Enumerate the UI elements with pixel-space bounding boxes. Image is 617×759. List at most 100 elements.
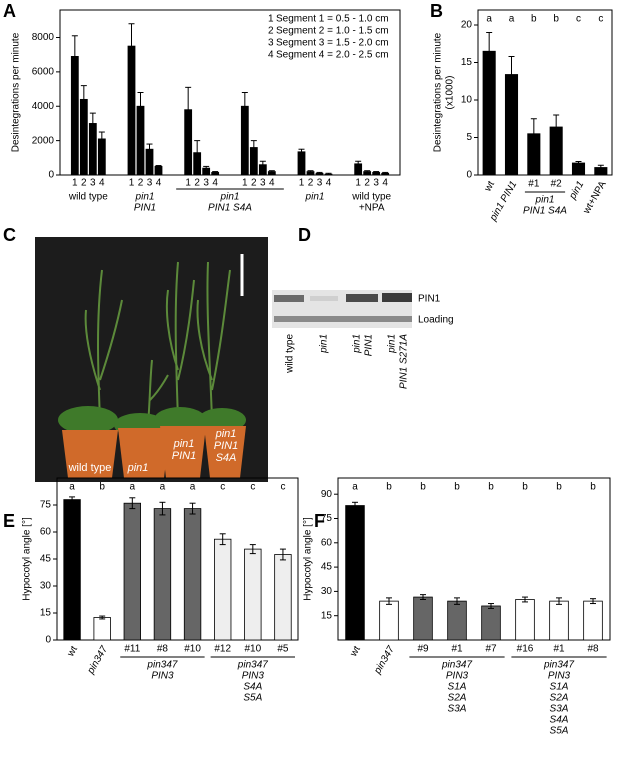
band-label: PIN1: [418, 294, 441, 305]
y-tick-label: 0: [466, 170, 472, 181]
plant-label: pin1: [215, 428, 237, 440]
x-tick-label: #9: [417, 644, 429, 655]
error-bar: [98, 131, 105, 147]
y-tick-label: 6000: [32, 67, 55, 78]
bar: [63, 499, 81, 641]
y-tick-label: 20: [461, 20, 473, 31]
x-tick-label: 3: [90, 178, 96, 189]
panel-letter: D: [298, 225, 311, 245]
panel-letter: F: [314, 511, 325, 531]
plot-frame: [56, 477, 299, 641]
group-label: pin1: [305, 192, 325, 203]
group-label: S1A: [550, 682, 569, 693]
x-tick-label: #2: [551, 179, 563, 190]
y-tick-label: 45: [40, 554, 52, 565]
bar: [379, 600, 399, 641]
error-bar: [522, 596, 528, 603]
group-label: S4A: [243, 682, 262, 693]
x-tick-label: 2: [194, 178, 200, 189]
plant-label: PIN1: [214, 440, 238, 452]
bar: [214, 538, 232, 641]
significance-letter: b: [420, 482, 426, 493]
error-bar: [488, 603, 494, 609]
error-bar: [159, 501, 166, 516]
group-label: pin347: [441, 660, 472, 671]
x-tick-label: 4: [382, 178, 388, 189]
group-label: pin347: [146, 660, 177, 671]
error-bar: [364, 170, 371, 173]
plot-frame: [59, 9, 401, 176]
x-tick-label: 3: [203, 178, 209, 189]
legend-label: 4: [268, 50, 274, 61]
y-tick-label: 15: [461, 57, 473, 68]
x-tick-label: #12: [214, 644, 231, 655]
significance-letter: b: [522, 482, 528, 493]
error-bar: [298, 148, 305, 155]
panel-letter: C: [3, 225, 16, 245]
bar: [244, 548, 262, 641]
x-tick-label: 1: [185, 178, 191, 189]
y-axis-label: (x1000): [445, 76, 456, 110]
legend-entry: Segment 2 = 1.0 - 1.5 cm: [276, 26, 389, 37]
x-tick-label: wt: [348, 644, 363, 659]
significance-letter: c: [598, 14, 603, 25]
significance-letter: c: [280, 482, 285, 493]
error-bar: [486, 32, 493, 71]
significance-letter: a: [486, 14, 492, 25]
x-tick-label: 3: [373, 178, 379, 189]
group-label: S2A: [448, 693, 467, 704]
significance-letter: a: [352, 482, 358, 493]
bar: [447, 600, 467, 641]
y-axis-label: Hypocotyl angle [°]: [303, 517, 314, 601]
x-tick-label: #1: [451, 644, 463, 655]
panel-letter: B: [430, 1, 443, 21]
y-tick-label: 0: [45, 635, 51, 646]
band: [274, 316, 412, 322]
y-axis-label: Desintegrations per minute: [433, 32, 444, 152]
significance-letter: c: [220, 482, 225, 493]
plant-photo: wild type pin1 pin1 PIN1 pin1 PIN1 S4A: [35, 237, 268, 482]
legend-entry: Segment 3 = 1.5 - 2.0 cm: [276, 38, 389, 49]
plant-label: wild type: [68, 462, 112, 474]
error-bar: [590, 598, 596, 605]
x-tick-label: 3: [147, 178, 153, 189]
error-bar: [508, 56, 515, 93]
y-tick-label: 75: [40, 500, 52, 511]
band-label: Loading: [418, 315, 454, 326]
group-label: pin347: [543, 660, 574, 671]
significance-letter: a: [69, 482, 75, 493]
x-tick-label: 4: [212, 178, 218, 189]
error-bar: [325, 172, 332, 176]
bar: [515, 599, 535, 641]
significance-letter: b: [454, 482, 460, 493]
error-bar: [268, 170, 275, 173]
band: [274, 295, 304, 302]
significance-letter: a: [190, 482, 196, 493]
lane-label: pin1: [352, 334, 363, 354]
error-bar: [382, 171, 389, 175]
lane-label: PIN1: [364, 334, 375, 356]
x-tick-label: 4: [269, 178, 275, 189]
y-tick-label: 90: [321, 489, 333, 500]
legend-label: 1: [268, 14, 274, 25]
error-bar: [355, 160, 362, 167]
legend-entry: Segment 4 = 2.0 - 2.5 cm: [276, 50, 389, 61]
error-bar: [259, 160, 266, 169]
significance-letter: b: [556, 482, 562, 493]
significance-letter: b: [590, 482, 596, 493]
group-label: S3A: [550, 704, 569, 715]
plot-frame: [477, 9, 613, 176]
error-bar: [250, 140, 257, 155]
significance-letter: c: [250, 482, 255, 493]
y-tick-label: 60: [321, 537, 333, 548]
significance-letter: a: [160, 482, 166, 493]
y-tick-label: 45: [321, 562, 333, 573]
group-label: S4A: [550, 715, 569, 726]
x-tick-label: 1: [242, 178, 248, 189]
significance-letter: a: [130, 482, 136, 493]
error-bar: [189, 502, 196, 515]
x-tick-label: #11: [124, 644, 140, 655]
bar: [583, 600, 603, 641]
y-tick-label: 5: [466, 132, 472, 143]
